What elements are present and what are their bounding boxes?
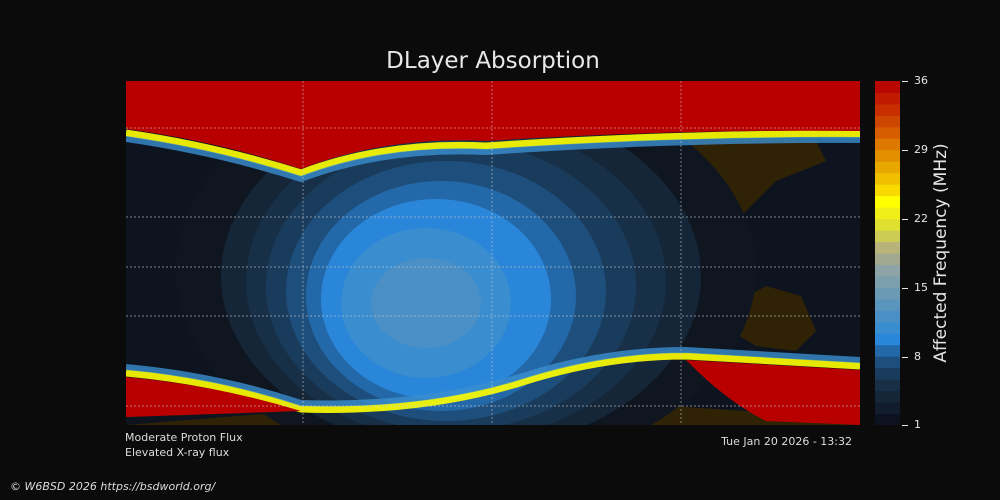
colorbar-band [875, 298, 900, 311]
colorbar-band [875, 321, 900, 334]
graticule [126, 81, 860, 425]
south-polar-cap-right [686, 360, 860, 425]
absorption-map [126, 81, 860, 425]
colorbar-band [875, 241, 900, 254]
colorbar-band [875, 379, 900, 392]
colorbar-tick: 36 [902, 74, 928, 87]
colorbar-band [875, 195, 900, 208]
polar-absorption [126, 81, 860, 425]
colorbar-band [875, 413, 900, 425]
colorbar-tick: 29 [902, 143, 928, 156]
north-polar-cap [126, 81, 860, 169]
south-polar-band-blue [126, 346, 860, 407]
colorbar-tick: 15 [902, 281, 928, 294]
colorbar-band [875, 172, 900, 185]
colorbar-tick: 8 [902, 350, 921, 363]
copyright: © W6BSD 2026 https://bsdworld.org/ [10, 480, 216, 493]
south-polar-cap-left [126, 377, 301, 417]
north-polar-band-blue [126, 136, 860, 183]
chart-title: DLayer Absorption [386, 48, 600, 74]
colorbar-band [875, 218, 900, 231]
colorbar-band [875, 333, 900, 346]
colorbar-band [875, 161, 900, 174]
colorbar-band [875, 115, 900, 128]
colorbar-band [875, 356, 900, 369]
colorbar-band [875, 138, 900, 151]
colorbar-band [875, 81, 900, 93]
colorbar-band [875, 344, 900, 357]
colorbar-label: Affected Frequency (MHz) [931, 143, 951, 363]
timestamp: Tue Jan 20 2026 - 13:32 [721, 435, 852, 448]
colorbar-band [875, 402, 900, 415]
colorbar-band [875, 367, 900, 380]
colorbar-band [875, 126, 900, 139]
xray-flux-status: Elevated X-ray flux [125, 446, 230, 459]
colorbar-band [875, 92, 900, 105]
colorbar-tick: 1 [902, 418, 921, 431]
proton-flux-status: Moderate Proton Flux [125, 431, 243, 444]
colorbar-band [875, 103, 900, 116]
colorbar-tick: 22 [902, 212, 928, 225]
colorbar-band [875, 207, 900, 220]
colorbar-band [875, 264, 900, 277]
colorbar-band [875, 149, 900, 162]
colorbar-band [875, 287, 900, 300]
colorbar-band [875, 275, 900, 288]
colorbar-band [875, 184, 900, 197]
south-polar-band [126, 352, 860, 413]
colorbar-band [875, 253, 900, 265]
colorbar-band [875, 390, 900, 403]
colorbar-band [875, 230, 900, 243]
north-polar-band [126, 129, 860, 177]
colorbar [875, 81, 900, 425]
colorbar-band [875, 310, 900, 323]
